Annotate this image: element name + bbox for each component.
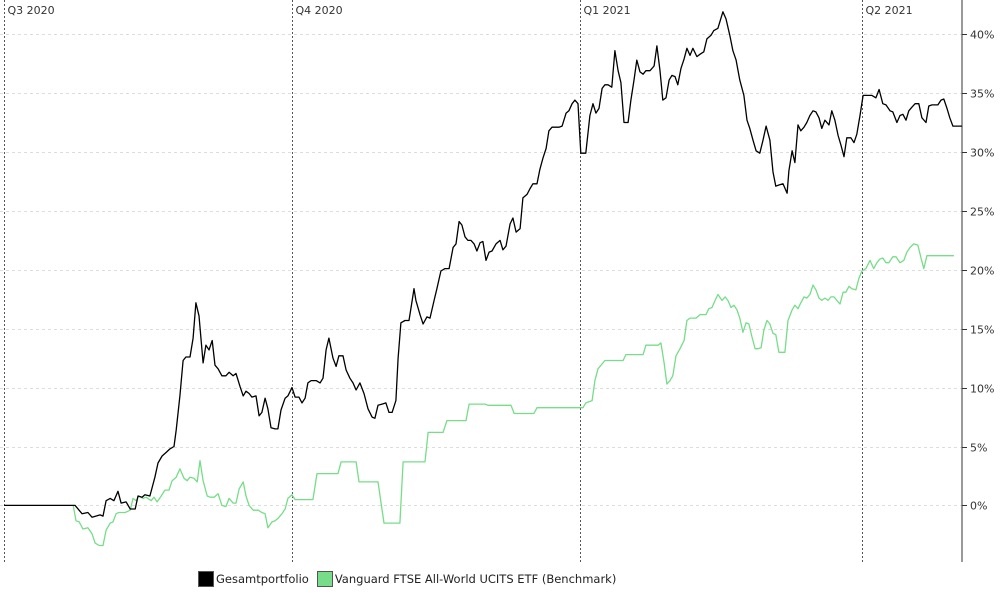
- y-tick-label: 30%: [970, 147, 994, 160]
- series-line: [4, 11, 962, 518]
- legend-item-portfolio[interactable]: Gesamtportfolio: [198, 571, 309, 587]
- quarter-label: Q1 2021: [584, 4, 631, 17]
- legend-swatch-green: [316, 571, 333, 587]
- quarter-label: Q3 2020: [8, 4, 55, 17]
- y-tick-label: 35%: [970, 88, 994, 101]
- quarter-markers: Q3 2020 Q4 2020 Q1 2021 Q2 2021: [4, 0, 913, 562]
- y-tick-label: 10%: [970, 383, 994, 396]
- grid-lines: [0, 34, 962, 506]
- series-line: [72, 243, 954, 547]
- legend: Gesamtportfolio Vanguard FTSE All-World …: [198, 571, 624, 587]
- performance-chart: Q3 2020 Q4 2020 Q1 2021 Q2 2021 0% 5% 10% 15% 2…: [0, 0, 994, 562]
- quarter-label: Q4 2020: [296, 4, 343, 17]
- legend-swatch-black: [198, 571, 214, 587]
- y-tick-label: 15%: [970, 324, 994, 337]
- series-lines: [4, 11, 962, 547]
- y-tick-label: 0%: [970, 500, 987, 513]
- y-tick-label: 40%: [970, 29, 994, 42]
- y-tick-label: 5%: [970, 442, 987, 455]
- y-tick-label: 25%: [970, 206, 994, 219]
- legend-label: Gesamtportfolio: [216, 572, 309, 586]
- legend-item-benchmark[interactable]: Vanguard FTSE All-World UCITS ETF (Bench…: [316, 571, 617, 587]
- quarter-label: Q2 2021: [866, 4, 913, 17]
- y-tick-label: 20%: [970, 265, 994, 278]
- y-axis-ticks: 0% 5% 10% 15% 20% 25% 30% 35% 40%: [962, 29, 994, 513]
- legend-label: Vanguard FTSE All-World UCITS ETF (Bench…: [334, 572, 617, 586]
